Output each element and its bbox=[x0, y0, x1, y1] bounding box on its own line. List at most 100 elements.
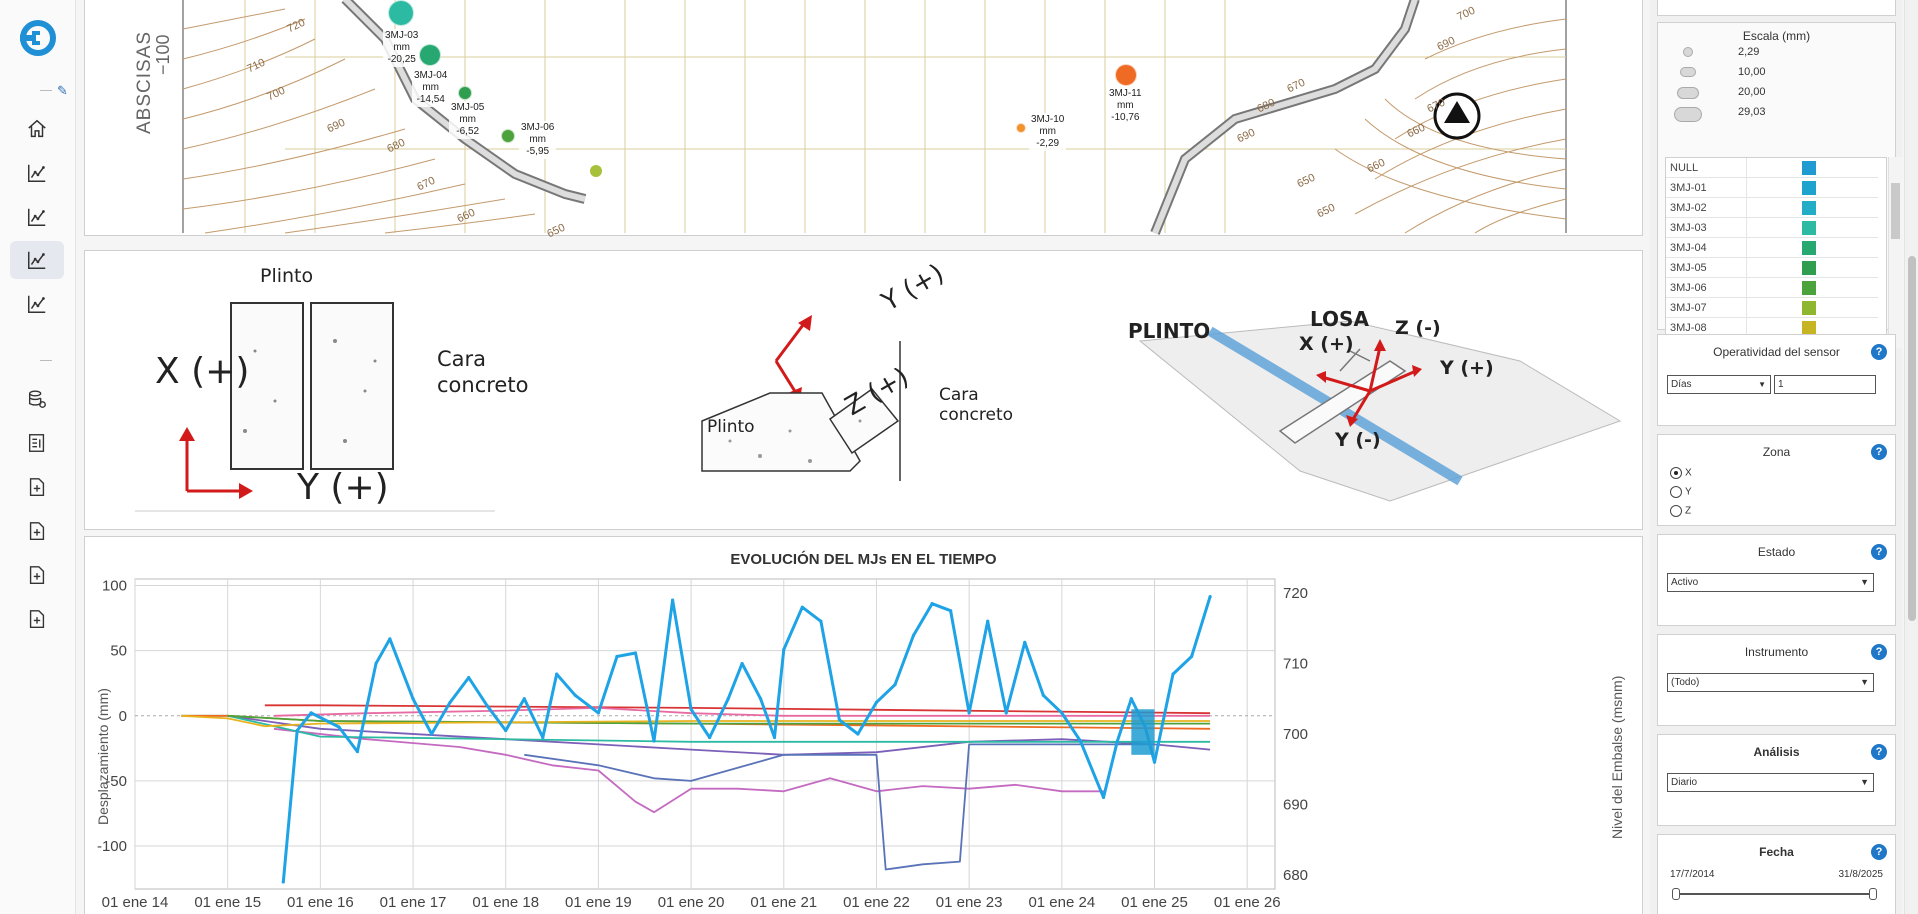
series-point bbox=[800, 605, 804, 609]
zona-radio-y[interactable]: Y bbox=[1670, 486, 1692, 498]
page-scrollbar-thumb[interactable] bbox=[1908, 256, 1916, 621]
losa-label: LOSA bbox=[1310, 307, 1369, 331]
sensor-marker[interactable] bbox=[590, 165, 602, 177]
y-neg-label: Y (-) bbox=[1335, 429, 1381, 451]
estado-title: Estado bbox=[1757, 545, 1796, 559]
series-point bbox=[911, 633, 916, 637]
legend-divider bbox=[1746, 278, 1747, 298]
zona-radio-x[interactable]: X bbox=[1670, 467, 1692, 479]
edit-icon[interactable]: ✎ bbox=[57, 84, 68, 99]
legend-item[interactable]: 3MJ-06 bbox=[1666, 278, 1878, 298]
legend-item[interactable]: NULL bbox=[1666, 158, 1878, 178]
series-point bbox=[689, 707, 693, 711]
legend-item[interactable]: 3MJ-03 bbox=[1666, 218, 1878, 238]
sensor-color-legend[interactable]: NULL 3MJ-01 3MJ-02 3MJ-03 3MJ-04 3MJ-05 3MJ-06… bbox=[1665, 157, 1887, 348]
operatividad-unit-select[interactable]: Días ▼ bbox=[1667, 375, 1771, 394]
add-document-icon[interactable] bbox=[10, 468, 64, 506]
sensor-value: -20,25 bbox=[387, 54, 416, 65]
series-point bbox=[1189, 654, 1194, 659]
fecha-range-slider[interactable] bbox=[1672, 888, 1877, 900]
legend-divider bbox=[1746, 238, 1747, 258]
series-point bbox=[930, 602, 934, 606]
add-document-icon[interactable] bbox=[10, 556, 64, 594]
series-point bbox=[411, 697, 415, 701]
sensor-marker[interactable] bbox=[419, 44, 441, 66]
page-scrollbar[interactable] bbox=[1904, 0, 1918, 914]
series-point bbox=[1171, 672, 1175, 676]
series-point bbox=[708, 735, 712, 740]
line-chart-icon[interactable] bbox=[10, 285, 64, 323]
caret-down-icon: ▼ bbox=[1860, 777, 1869, 787]
add-document-icon[interactable] bbox=[10, 600, 64, 638]
help-icon[interactable]: ? bbox=[1871, 744, 1887, 760]
series-point bbox=[448, 700, 452, 704]
line-chart-icon[interactable] bbox=[10, 241, 64, 279]
legend-item[interactable]: 3MJ-01 bbox=[1666, 178, 1878, 198]
help-icon[interactable]: ? bbox=[1871, 344, 1887, 360]
legend-divider bbox=[1746, 198, 1747, 218]
x-tick-label: 01 ene 22 bbox=[843, 894, 910, 911]
legend-swatch bbox=[1802, 261, 1816, 275]
help-icon[interactable]: ? bbox=[1871, 444, 1887, 460]
series-point bbox=[1101, 795, 1106, 800]
legend-swatch bbox=[1802, 321, 1816, 335]
series-point bbox=[388, 637, 392, 641]
plan-view-map bbox=[182, 0, 1567, 235]
line-chart-icon[interactable] bbox=[10, 198, 64, 236]
analisis-dropdown[interactable]: Diario ▼ bbox=[1667, 773, 1874, 792]
displacement-chart[interactable]: 01 ene 14 01 ene 15 01 ene 16 01 ene 17 01 e… bbox=[85, 537, 1644, 914]
legend-scrollbar[interactable] bbox=[1888, 157, 1902, 348]
fecha-title: Fecha bbox=[1759, 845, 1794, 859]
estado-filter: Estado ? Activo ▼ bbox=[1657, 534, 1896, 626]
sensor-marker[interactable] bbox=[1115, 64, 1137, 86]
sensor-marker[interactable] bbox=[388, 0, 414, 26]
fecha-start-handle[interactable] bbox=[1672, 888, 1680, 900]
database-settings-icon[interactable] bbox=[10, 380, 64, 418]
line-chart-icon[interactable] bbox=[10, 154, 64, 192]
scale-row: 20,00 bbox=[1658, 83, 1898, 103]
legend-divider bbox=[1746, 298, 1747, 318]
legend-item-label: NULL bbox=[1670, 162, 1699, 174]
zona-radio-z[interactable]: Z bbox=[1670, 505, 1691, 517]
app-logo bbox=[20, 20, 56, 56]
sensor-marker[interactable] bbox=[458, 86, 472, 100]
plinto-label: PLINTO bbox=[1128, 319, 1211, 343]
data-cluster bbox=[1131, 709, 1155, 755]
series-point bbox=[374, 661, 378, 666]
y2-tick-label: 690 bbox=[1283, 796, 1308, 813]
series-point bbox=[1208, 595, 1212, 599]
legend-item[interactable]: 3MJ-07 bbox=[1666, 298, 1878, 318]
series-point bbox=[337, 725, 341, 729]
cara-label: Cara bbox=[437, 347, 487, 371]
displacement-chart-panel: EVOLUCIÓN DEL MJs EN EL TIEMPO 01 ene 14… bbox=[84, 536, 1643, 914]
series-point bbox=[1023, 640, 1027, 645]
help-icon[interactable]: ? bbox=[1871, 644, 1887, 660]
operatividad-value-input[interactable]: 1 bbox=[1774, 375, 1876, 394]
sensor-value: -10,76 bbox=[1111, 112, 1140, 123]
legend-item[interactable]: 3MJ-04 bbox=[1666, 238, 1878, 258]
legend-swatch bbox=[1802, 201, 1816, 215]
help-icon[interactable]: ? bbox=[1871, 544, 1887, 560]
sensor-name: 3MJ-06 bbox=[521, 122, 555, 133]
instrumento-dropdown[interactable]: (Todo) ▼ bbox=[1667, 673, 1874, 692]
instrumento-filter: Instrumento ? (Todo) ▼ bbox=[1657, 634, 1896, 726]
add-document-icon[interactable] bbox=[10, 512, 64, 550]
caret-down-icon: ▼ bbox=[1860, 677, 1869, 687]
zona-filter: Zona ? X Y Z bbox=[1657, 434, 1896, 526]
estado-dropdown[interactable]: Activo ▼ bbox=[1667, 573, 1874, 592]
x-tick-label: 01 ene 21 bbox=[750, 894, 817, 911]
sensor-marker[interactable] bbox=[501, 129, 515, 143]
legend-item[interactable]: 3MJ-05 bbox=[1666, 258, 1878, 278]
legend-item[interactable]: 3MJ-02 bbox=[1666, 198, 1878, 218]
plinto-label: Plinto bbox=[707, 417, 755, 437]
home-icon[interactable] bbox=[10, 110, 64, 148]
series-point bbox=[726, 697, 730, 701]
sensor-marker[interactable] bbox=[1016, 123, 1026, 133]
help-icon[interactable]: ? bbox=[1871, 844, 1887, 860]
sensor-label: 3MJ-04 mm -14,54 bbox=[412, 69, 450, 107]
sensor-label: 3MJ-05 mm -6,52 bbox=[449, 101, 487, 139]
legend-swatch bbox=[1802, 301, 1816, 315]
scale-row: 2,29 bbox=[1658, 43, 1898, 63]
fecha-end-handle[interactable] bbox=[1869, 888, 1877, 900]
report-icon[interactable] bbox=[10, 424, 64, 462]
